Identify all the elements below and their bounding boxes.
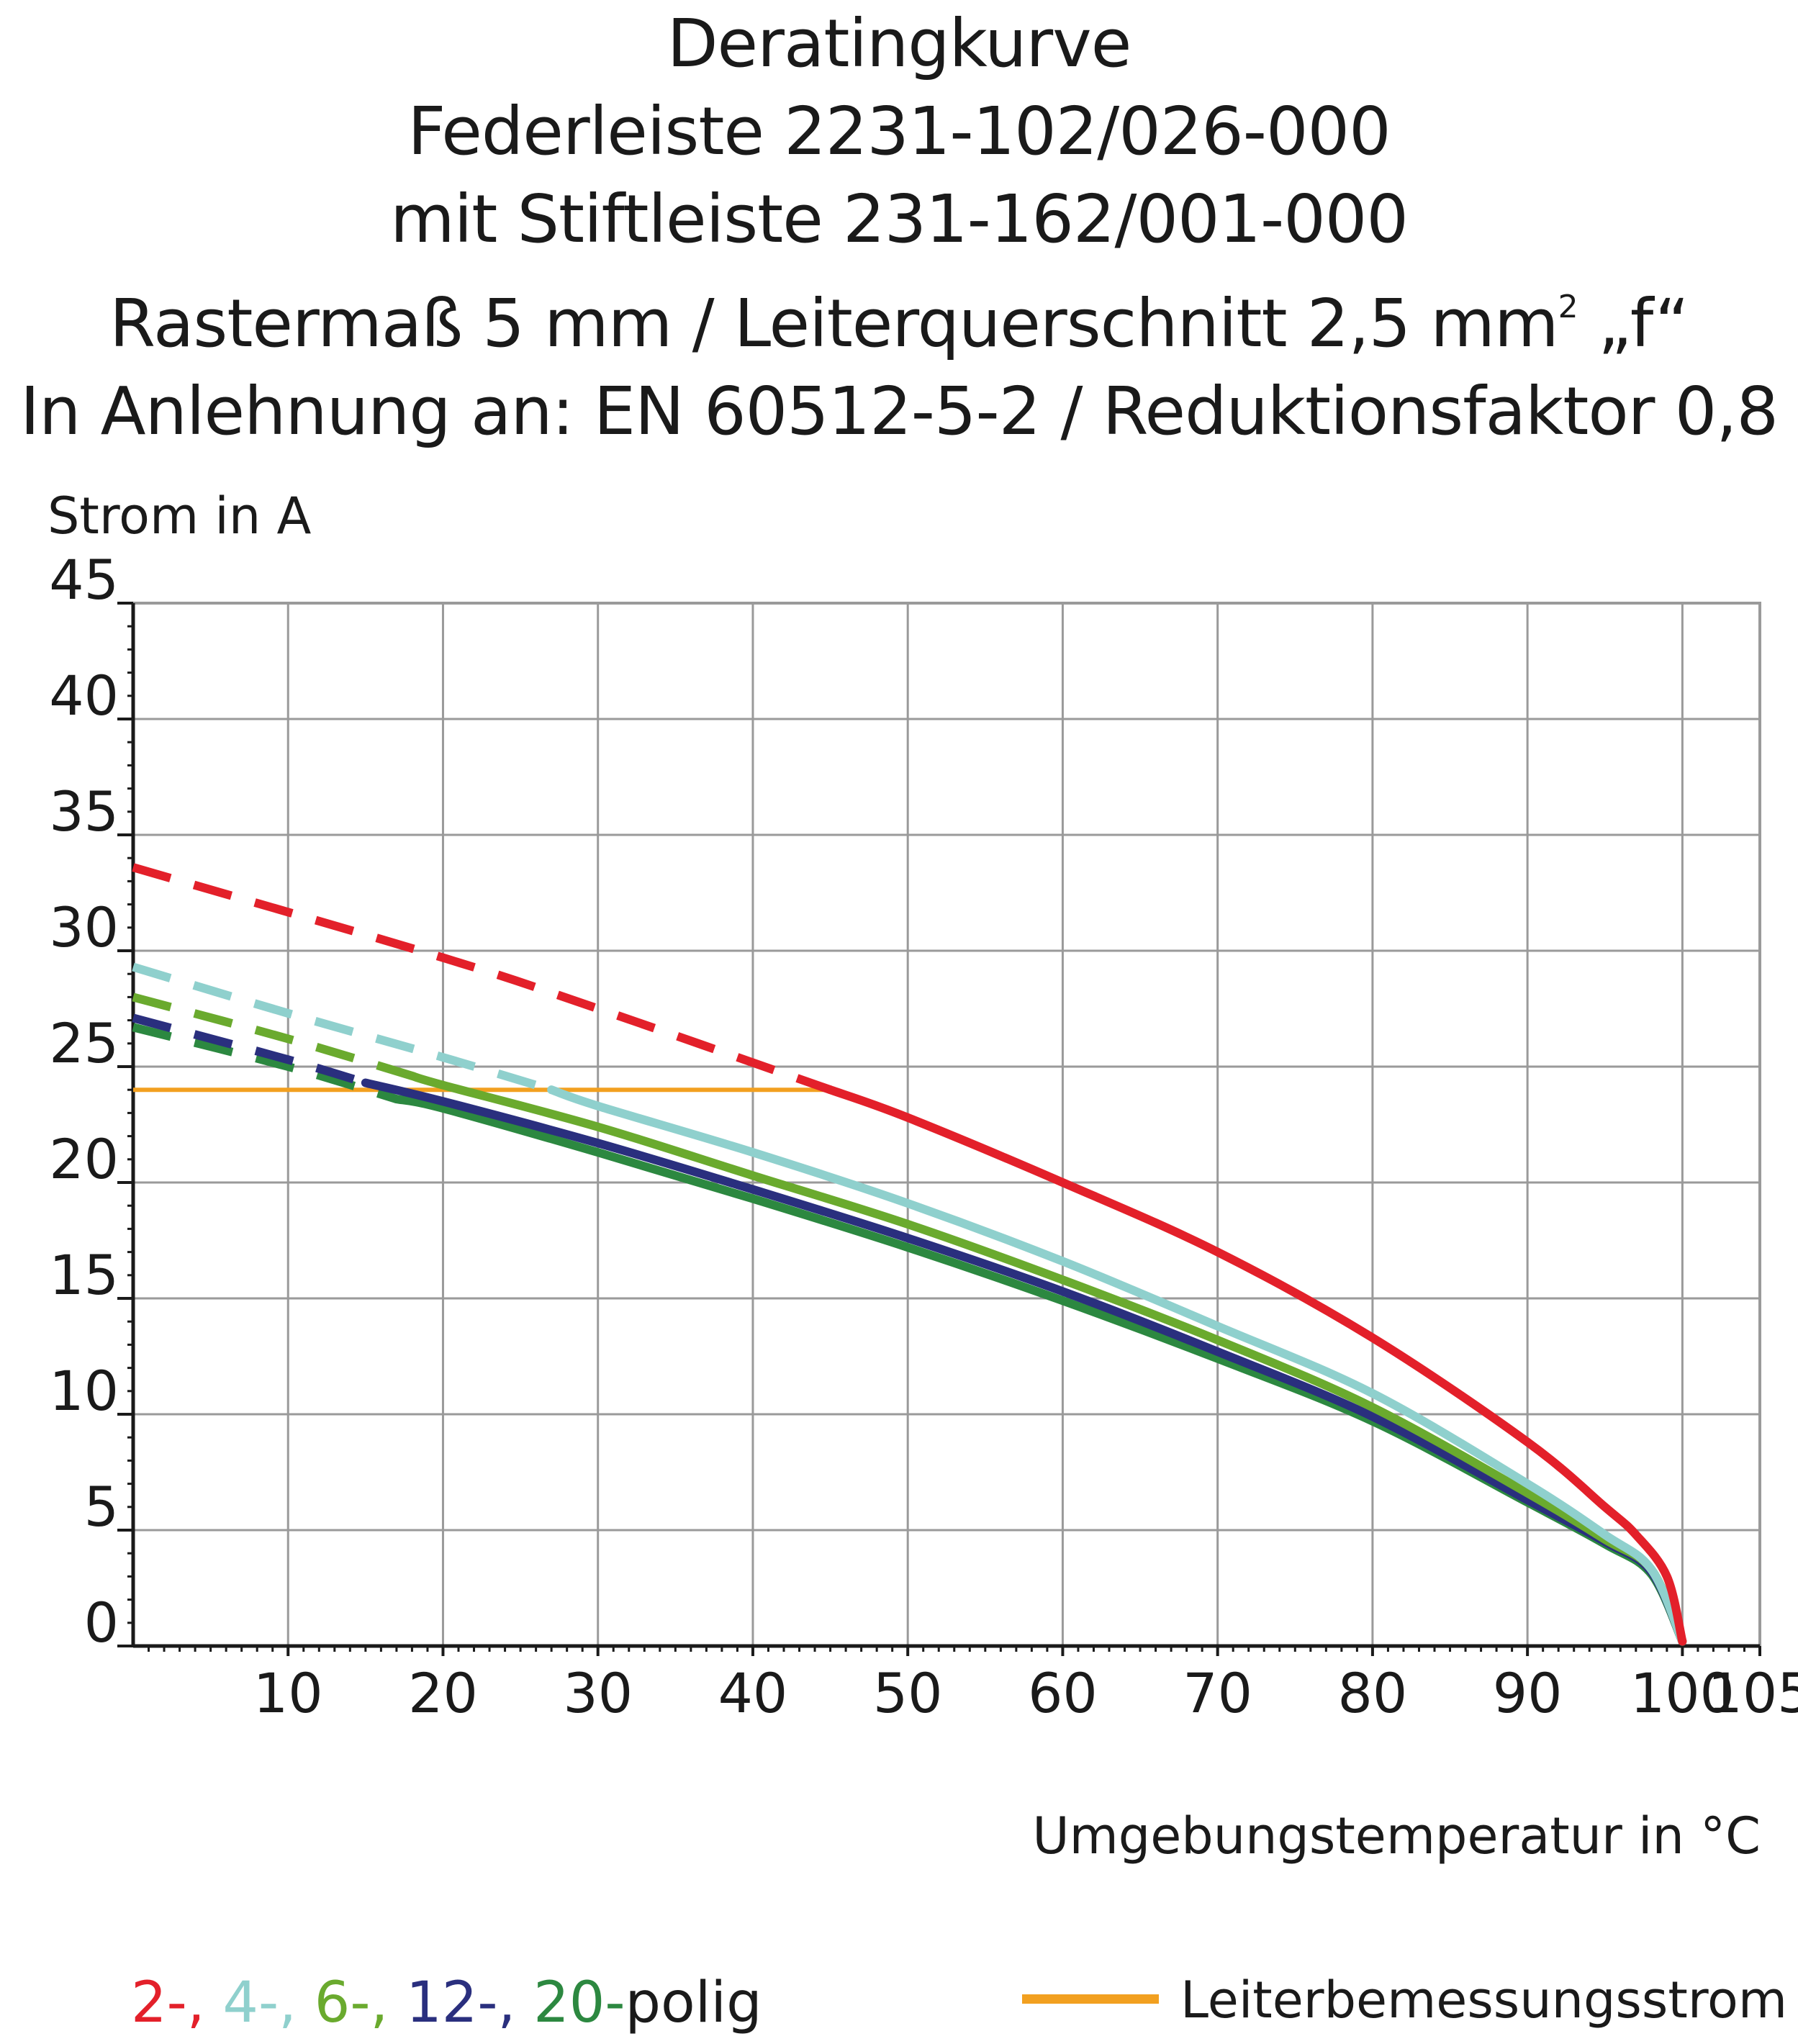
title-line-1: Deratingkurve bbox=[667, 5, 1132, 82]
title-line-4-main: Rastermaß 5 mm / Leiterquerschnitt 2,5 m… bbox=[109, 285, 1558, 362]
rated-current-legend-swatch bbox=[1022, 1994, 1159, 2004]
x-tick-label-50: 50 bbox=[873, 1661, 943, 1725]
series-12-polig-dashed bbox=[132, 1013, 367, 1087]
x-tick-label-90: 90 bbox=[1493, 1661, 1563, 1725]
x-tick-label-10: 10 bbox=[253, 1661, 323, 1725]
x-tick-label-40: 40 bbox=[718, 1661, 788, 1725]
y-tick-label-45: 45 bbox=[49, 548, 119, 612]
y-axis-label: Strom in A bbox=[48, 487, 312, 546]
grid-layer bbox=[132, 602, 1761, 1647]
y-tick-label-40: 40 bbox=[49, 664, 119, 728]
x-tick-label-20: 20 bbox=[408, 1661, 478, 1725]
series-20-polig-dashed bbox=[132, 1023, 398, 1103]
y-tick-label-35: 35 bbox=[49, 779, 119, 844]
title-line-5: In Anlehnung an: EN 60512-5-2 / Reduktio… bbox=[19, 373, 1779, 450]
series-4-polig-solid bbox=[547, 1085, 1687, 1646]
rated-current-legend: Leiterbemessungsstrom bbox=[1022, 1971, 1787, 2030]
y-tick-label-25: 25 bbox=[49, 1011, 119, 1075]
series-2-polig-dashed bbox=[132, 863, 832, 1094]
legend-item-6-polig: 6-, bbox=[296, 1971, 389, 2035]
series-6-polig-solid bbox=[407, 1071, 1687, 1646]
series-legend: 2-, 4-, 6-, 12-, 20-polig bbox=[131, 1971, 762, 2035]
y-tick-label-20: 20 bbox=[49, 1127, 119, 1191]
y-tick-label-0: 0 bbox=[84, 1591, 119, 1655]
title-line-4: Rastermaß 5 mm / Leiterquerschnitt 2,5 m… bbox=[0, 263, 1798, 368]
title-line-3: mit Stiftleiste 231-162/001-000 bbox=[390, 181, 1409, 258]
rated-current-legend-label: Leiterbemessungsstrom bbox=[1180, 1971, 1788, 2030]
y-tick-label-15: 15 bbox=[49, 1243, 119, 1307]
y-tick-label-5: 5 bbox=[84, 1475, 119, 1539]
chart-title: Deratingkurve Federleiste 2231-102/026-0… bbox=[0, 0, 1798, 456]
x-tick-label-100: 100 bbox=[1630, 1661, 1735, 1725]
x-tick-label-80: 80 bbox=[1338, 1661, 1408, 1725]
title-line-4-superscript: 2 bbox=[1558, 289, 1578, 325]
series-4-polig-dashed bbox=[132, 962, 553, 1094]
legend-item-20-polig: 20- bbox=[515, 1971, 625, 2035]
x-axis-label: Umgebungstemperatur in °C bbox=[1032, 1806, 1761, 1866]
legend-item-12-polig: 12-, bbox=[388, 1971, 516, 2035]
y-tick-label-10: 10 bbox=[49, 1359, 119, 1423]
title-line-2: Federleiste 2231-102/026-000 bbox=[407, 93, 1391, 170]
x-tick-label-105: 105 bbox=[1707, 1661, 1798, 1725]
legend-suffix: polig bbox=[625, 1971, 762, 2035]
series-2-polig-solid bbox=[826, 1085, 1687, 1646]
series-6-polig-dashed bbox=[132, 992, 414, 1080]
series-20-polig-solid bbox=[392, 1095, 1687, 1646]
legend-item-4-polig: 4-, bbox=[204, 1971, 297, 2035]
legend-item-2-polig: 2-, bbox=[131, 1971, 205, 2035]
axis-layer bbox=[117, 602, 1761, 1656]
x-tick-label-60: 60 bbox=[1028, 1661, 1098, 1725]
x-tick-label-70: 70 bbox=[1183, 1661, 1252, 1725]
title-line-4-end: „f“ bbox=[1577, 285, 1689, 362]
x-tick-label-30: 30 bbox=[563, 1661, 633, 1725]
y-tick-label-30: 30 bbox=[49, 895, 119, 959]
series-layer bbox=[132, 863, 1687, 1646]
